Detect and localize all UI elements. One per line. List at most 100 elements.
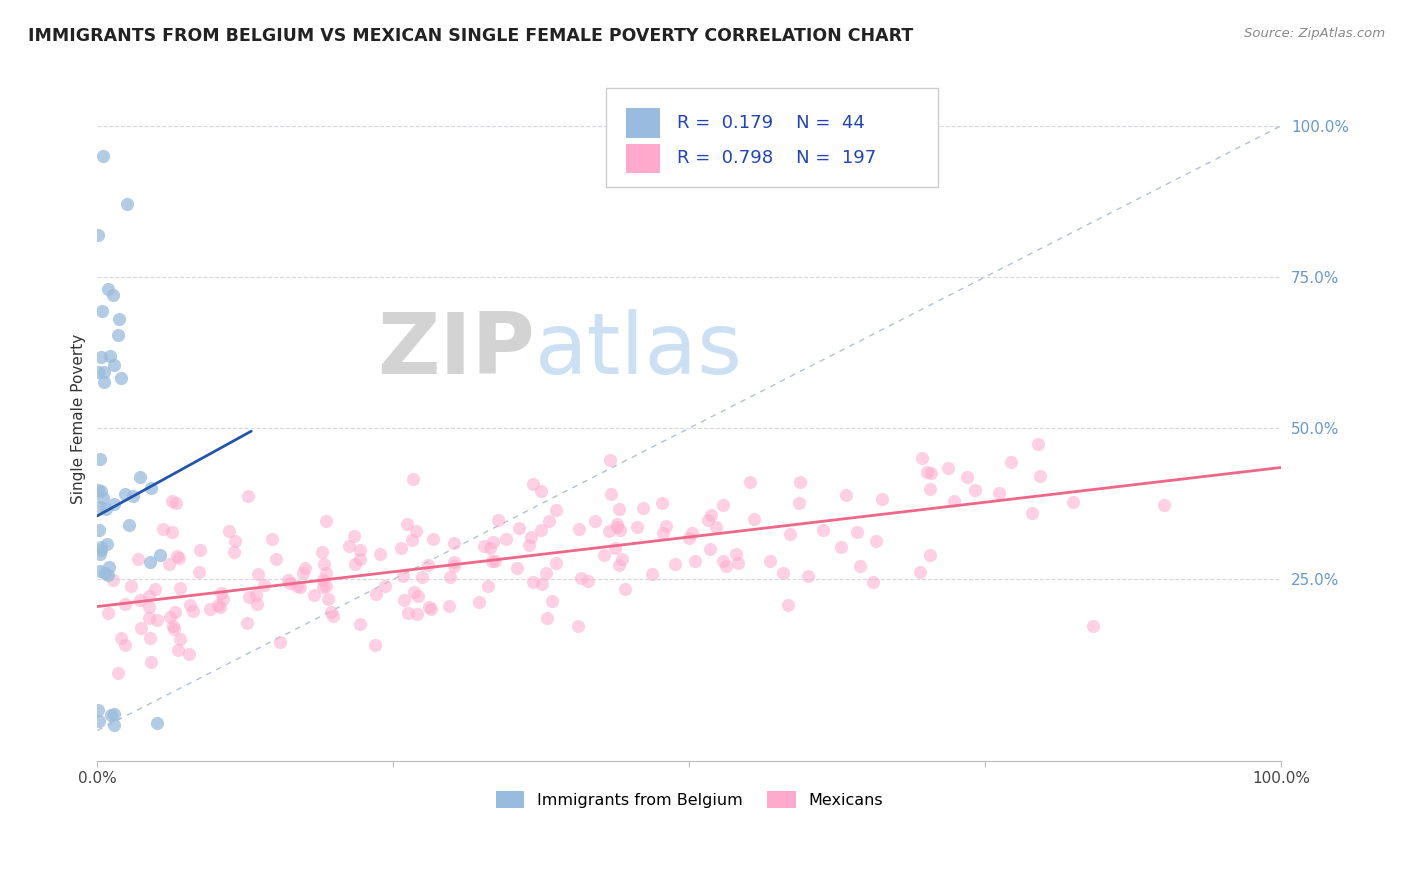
Point (772, 566, 794, 581)
Point (245, 597, 267, 611)
Point (422, 532, 444, 546)
Point (568, 522, 591, 536)
Point (607, 558, 630, 572)
Point (260, 532, 283, 546)
Point (443, 558, 465, 573)
Point (683, 554, 706, 568)
Point (592, 548, 614, 562)
Point (291, 566, 314, 580)
Point (605, 541, 627, 555)
Point (918, 482, 941, 496)
Point (315, 579, 337, 593)
Point (321, 605, 343, 619)
Point (157, 558, 180, 572)
Point (845, 524, 868, 539)
Point (506, 561, 529, 575)
Point (495, 532, 517, 546)
Text: R =  0.798    N =  197: R = 0.798 N = 197 (678, 149, 876, 168)
Point (482, 535, 505, 549)
Point (89, 564, 111, 578)
Point (700, 508, 723, 522)
Point (131, 621, 153, 635)
Point (316, 591, 339, 606)
Point (108, 312, 131, 326)
Point (183, 604, 205, 618)
Point (169, 582, 191, 596)
Point (541, 594, 564, 608)
Point (110, 371, 132, 385)
Point (915, 465, 938, 479)
Point (139, 555, 162, 569)
Point (1081, 619, 1104, 633)
Point (224, 534, 246, 549)
Point (312, 580, 335, 594)
Point (411, 570, 433, 584)
Point (727, 556, 749, 570)
Point (89, 547, 111, 561)
Point (374, 579, 396, 593)
Point (218, 524, 240, 538)
Point (236, 489, 259, 503)
Point (114, 597, 136, 611)
Point (418, 600, 440, 615)
Point (776, 599, 799, 613)
Point (1000, 455, 1022, 469)
Point (278, 575, 301, 590)
Legend: Immigrants from Belgium, Mexicans: Immigrants from Belgium, Mexicans (489, 785, 890, 814)
Point (167, 550, 190, 565)
Point (522, 477, 544, 491)
Point (294, 560, 316, 574)
Point (238, 590, 260, 604)
Point (288, 580, 311, 594)
Point (920, 467, 942, 481)
Point (87, 483, 110, 497)
Point (830, 540, 852, 554)
Point (277, 573, 299, 587)
Point (107, 665, 129, 680)
Point (315, 566, 337, 580)
Point (740, 475, 762, 490)
Point (179, 647, 201, 661)
Point (97, 606, 120, 620)
Point (139, 481, 162, 495)
Point (520, 530, 543, 544)
Point (103, 497, 125, 511)
Point (652, 526, 675, 541)
Bar (627, 108, 659, 137)
Text: Source: ZipAtlas.com: Source: ZipAtlas.com (1244, 27, 1385, 40)
Point (486, 513, 509, 527)
Point (598, 524, 620, 538)
Point (664, 557, 686, 571)
Point (443, 555, 465, 569)
Point (138, 600, 160, 615)
Point (139, 631, 162, 645)
Point (522, 574, 544, 589)
Point (89, 500, 111, 514)
Point (468, 595, 491, 609)
Point (697, 513, 720, 527)
Point (787, 496, 810, 510)
Point (138, 611, 160, 625)
Point (101, 573, 124, 587)
Point (530, 483, 553, 498)
Point (789, 475, 811, 489)
Point (918, 548, 941, 562)
Y-axis label: Single Female Poverty: Single Female Poverty (72, 334, 86, 504)
Point (98, 349, 121, 363)
Point (988, 486, 1011, 500)
Point (678, 531, 700, 545)
Point (118, 518, 141, 533)
Point (222, 545, 245, 559)
Point (103, 706, 125, 721)
Text: atlas: atlas (536, 310, 744, 392)
Point (439, 570, 461, 584)
Point (159, 610, 181, 624)
Point (94, 566, 117, 580)
Point (405, 607, 427, 621)
Point (190, 543, 212, 558)
Point (253, 578, 276, 592)
Point (269, 634, 291, 648)
Point (655, 519, 678, 533)
Point (406, 589, 429, 603)
Point (699, 542, 721, 557)
